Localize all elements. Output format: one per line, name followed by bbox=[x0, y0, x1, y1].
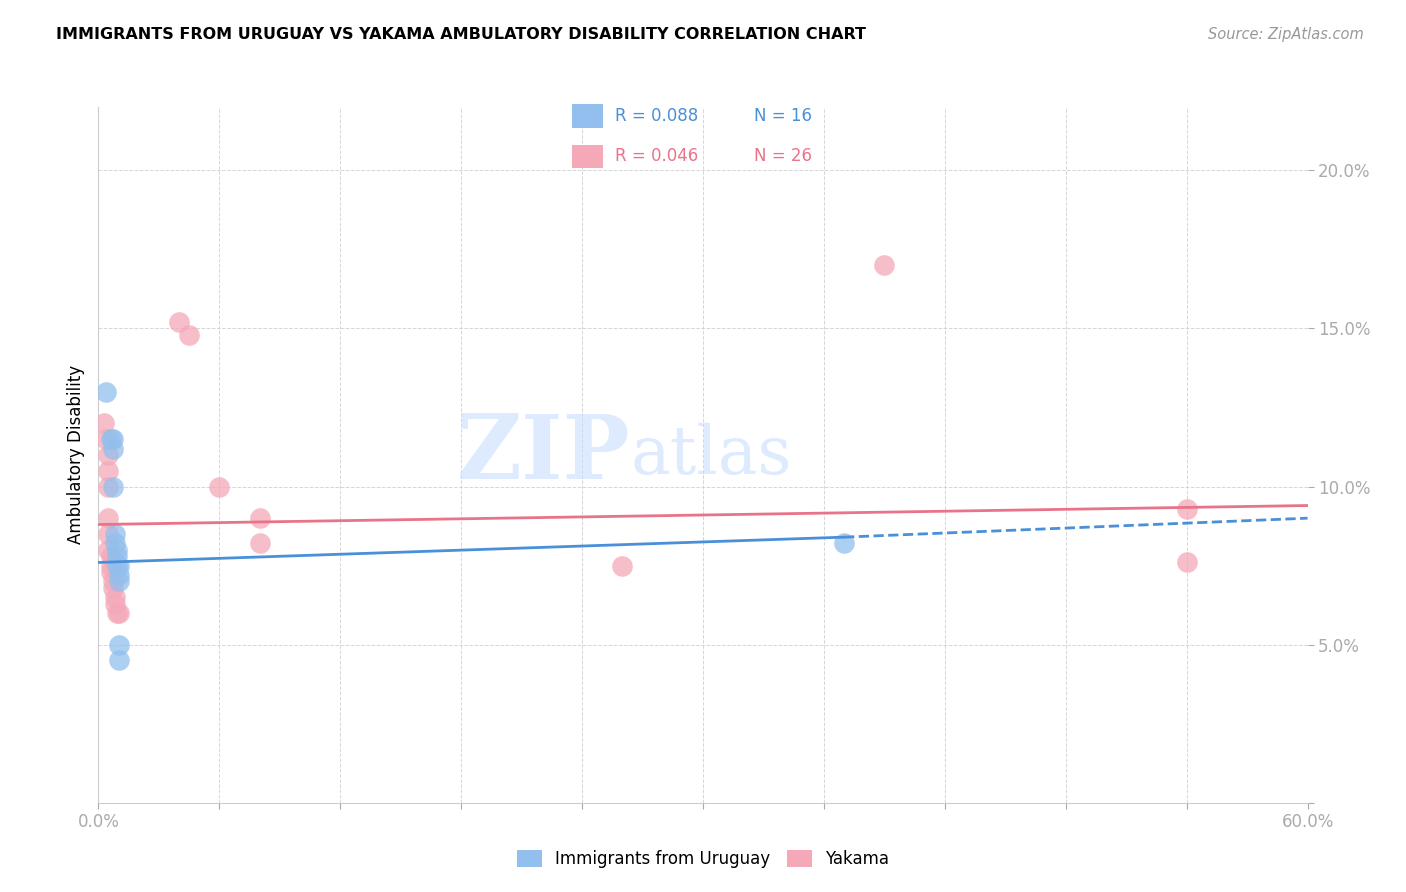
Point bbox=[103, 536, 125, 550]
Point bbox=[97, 448, 120, 462]
Point bbox=[101, 479, 124, 493]
Text: Source: ZipAtlas.com: Source: ZipAtlas.com bbox=[1208, 27, 1364, 42]
Point bbox=[93, 417, 115, 431]
Text: N = 16: N = 16 bbox=[754, 107, 813, 125]
Bar bbox=[572, 103, 603, 128]
Point bbox=[103, 527, 125, 541]
Point bbox=[103, 597, 125, 611]
Point bbox=[107, 558, 129, 573]
Point bbox=[96, 432, 118, 446]
Point bbox=[101, 432, 124, 446]
Point bbox=[167, 315, 190, 329]
Point bbox=[105, 606, 128, 620]
Point bbox=[97, 542, 120, 557]
Point bbox=[105, 549, 128, 563]
Point bbox=[832, 536, 855, 550]
Point bbox=[97, 511, 120, 525]
Text: atlas: atlas bbox=[630, 422, 792, 488]
Point bbox=[105, 558, 128, 573]
Point bbox=[873, 258, 896, 272]
Text: ZIP: ZIP bbox=[457, 411, 630, 499]
Point bbox=[103, 591, 125, 605]
Point bbox=[249, 511, 271, 525]
Text: R = 0.046: R = 0.046 bbox=[614, 147, 699, 165]
Point bbox=[100, 549, 122, 563]
Point bbox=[101, 581, 124, 595]
Text: N = 26: N = 26 bbox=[754, 147, 813, 165]
Point bbox=[612, 558, 634, 573]
Point bbox=[97, 527, 120, 541]
Point bbox=[97, 464, 120, 478]
Point bbox=[105, 542, 128, 557]
Point bbox=[208, 479, 231, 493]
Point bbox=[101, 442, 124, 456]
Point bbox=[100, 558, 122, 573]
Point bbox=[97, 479, 120, 493]
Point bbox=[177, 327, 201, 342]
Text: IMMIGRANTS FROM URUGUAY VS YAKAMA AMBULATORY DISABILITY CORRELATION CHART: IMMIGRANTS FROM URUGUAY VS YAKAMA AMBULA… bbox=[56, 27, 866, 42]
Point bbox=[96, 384, 118, 399]
Point bbox=[107, 606, 129, 620]
Y-axis label: Ambulatory Disability: Ambulatory Disability bbox=[66, 366, 84, 544]
Point bbox=[107, 638, 129, 652]
Point bbox=[107, 653, 129, 667]
Point bbox=[1175, 556, 1198, 570]
Legend: Immigrants from Uruguay, Yakama: Immigrants from Uruguay, Yakama bbox=[510, 843, 896, 874]
Point bbox=[249, 536, 271, 550]
Point bbox=[101, 574, 124, 589]
Point bbox=[107, 568, 129, 582]
Text: R = 0.088: R = 0.088 bbox=[614, 107, 699, 125]
Point bbox=[100, 432, 122, 446]
Point bbox=[1175, 501, 1198, 516]
Bar bbox=[572, 145, 603, 169]
Point bbox=[107, 574, 129, 589]
Point bbox=[100, 565, 122, 579]
